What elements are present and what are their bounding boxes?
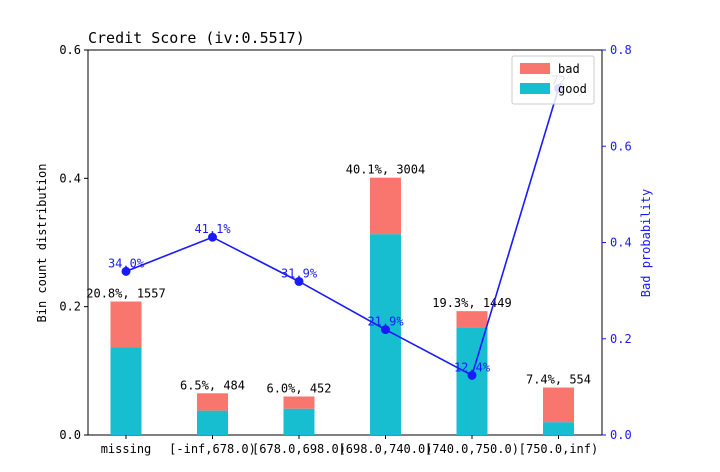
bar-bad	[197, 393, 228, 411]
bad-probability-label: 41.1%	[194, 222, 231, 236]
bar-label: 20.8%, 1557	[86, 287, 165, 301]
left-tick-label: 0.0	[59, 428, 81, 442]
legend-swatch-bad	[520, 63, 550, 74]
left-axis-ticks: 0.0 0.2 0.4 0.6	[59, 43, 88, 442]
legend: bad good	[511, 55, 595, 105]
bar-good	[197, 410, 228, 435]
bar-good	[543, 422, 574, 435]
bad-probability-point	[381, 325, 390, 335]
bad-probability-label: 34.0%	[108, 256, 145, 270]
bad-probability-point	[467, 370, 477, 380]
right-tick-label: 0.6	[610, 139, 632, 153]
right-tick-label: 0.4	[610, 236, 632, 250]
bad-probability-label: 12.4%	[454, 360, 491, 374]
legend-label-good: good	[558, 82, 587, 96]
bar-good	[456, 327, 488, 435]
bad-probability-point	[121, 266, 131, 276]
bad-probability-point	[294, 276, 304, 286]
bars-group	[110, 177, 574, 435]
category-ticks: missing [-inf,678.0)[678.0,698.0)[698.0,7…	[101, 435, 598, 456]
right-axis-ticks: 0.0 0.2 0.4 0.6 0.8	[602, 43, 632, 442]
bad-probability-label: 31.9%	[281, 266, 318, 280]
chart-title: Credit Score (iv:0.5517)	[88, 29, 305, 47]
bar-good	[283, 408, 315, 435]
left-tick-label: 0.4	[59, 171, 81, 185]
bad-probability-line: 34.0%41.1%31.9%21.9%12.4%72	[108, 74, 566, 380]
bad-probability-label: 21.9%	[367, 315, 404, 329]
left-tick-label: 0.6	[59, 43, 81, 57]
right-tick-label: 0.0	[610, 428, 632, 442]
category-tick-label: [750.0,inf)	[519, 442, 598, 456]
bar-label: 19.3%, 1449	[432, 296, 511, 310]
right-tick-label: 0.8	[610, 43, 632, 57]
bar-labels-group: 20.8%, 1557 6.5%, 484 6.0%, 452 40.1%, 3004…	[86, 163, 591, 396]
bad-probability-point	[208, 232, 217, 242]
bar-bad	[283, 396, 315, 409]
bar-label: 6.0%, 452	[266, 382, 331, 396]
left-axis-label: Bin count distribution	[35, 164, 49, 323]
category-tick-label: [-inf,678.0)	[169, 442, 256, 456]
bar-bad	[110, 301, 142, 348]
right-tick-label: 0.2	[610, 332, 632, 346]
plot-frame	[87, 49, 603, 436]
bar-label: 7.4%, 554	[526, 373, 591, 387]
bad-probability-polyline	[125, 88, 560, 377]
bar-label: 40.1%, 3004	[346, 163, 425, 177]
legend-label-bad: bad	[558, 62, 580, 76]
legend-swatch-good	[520, 83, 550, 94]
category-tick-label: [678.0,698.0)	[252, 442, 346, 456]
bar-bad	[456, 311, 488, 328]
bar-good	[110, 347, 142, 435]
category-tick-label: missing	[101, 442, 152, 456]
category-tick-label: [698.0,740.0)	[339, 442, 433, 456]
bar-bad	[543, 387, 574, 423]
category-tick-label: [740.0,750.0)	[425, 442, 519, 456]
bar-bad	[370, 177, 401, 235]
bar-label: 6.5%, 484	[180, 378, 245, 392]
right-axis-label: Bad probability	[639, 189, 653, 297]
left-tick-label: 0.2	[59, 300, 81, 314]
